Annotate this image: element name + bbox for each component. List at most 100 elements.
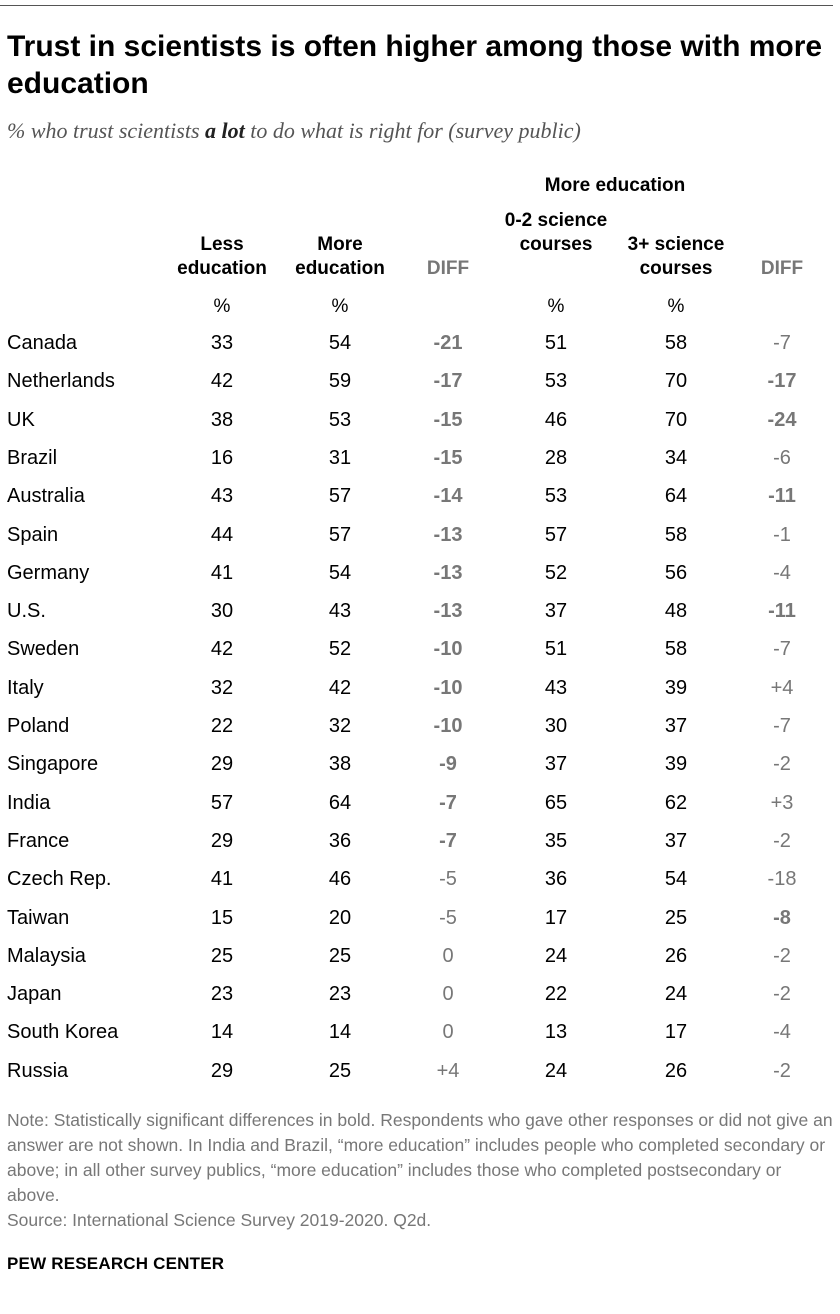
science-3plus-cell: 70: [664, 370, 688, 393]
table-row: South Korea 14 14 0 13 17 -4: [0, 1021, 840, 1059]
diff-cell: -14: [433, 485, 463, 508]
less-education-cell: 44: [210, 523, 234, 546]
science-0-2-cell: 28: [544, 446, 568, 469]
diff-cell: -7: [773, 332, 791, 354]
more-education-cell: 20: [328, 906, 352, 929]
diff-cell: -2: [773, 753, 791, 776]
table-row: India 57 64 -7 65 62 +3: [0, 792, 840, 830]
col-header-0-2-courses: 0-2 science courses: [504, 210, 608, 255]
more-education-cell: 46: [328, 868, 352, 891]
diff-cell: -21: [433, 332, 463, 354]
table-row: Brazil 16 31 -15 28 34 -6: [0, 447, 840, 485]
science-0-2-cell: 46: [544, 408, 568, 431]
science-3plus-cell: 37: [664, 715, 688, 737]
science-3plus-cell: 24: [664, 983, 688, 1006]
country-label: Taiwan: [7, 906, 70, 929]
science-0-2-cell: 53: [544, 485, 568, 508]
country-label: Singapore: [7, 753, 99, 776]
diff-cell: 0: [442, 1021, 454, 1044]
source: Source: International Science Survey 201…: [7, 1210, 432, 1230]
more-education-cell: 54: [328, 561, 352, 584]
top-rule: [0, 5, 833, 6]
science-3plus-cell: 39: [664, 753, 688, 776]
table-row: Singapore 29 38 -9 37 39 -2: [0, 753, 840, 791]
country-label: Germany: [7, 561, 90, 584]
more-education-cell: 36: [328, 829, 352, 852]
science-0-2-cell: 24: [544, 1059, 568, 1082]
science-3plus-cell: 58: [664, 638, 688, 661]
science-0-2-cell: 30: [544, 715, 568, 737]
diff-cell: +3: [770, 791, 794, 814]
diff-cell: -15: [433, 408, 463, 431]
table-row: Sweden 42 52 -10 51 58 -7: [0, 638, 840, 676]
country-label: U.S.: [7, 600, 46, 623]
science-0-2-cell: 22: [544, 983, 568, 1006]
science-0-2-cell: 53: [544, 370, 568, 393]
science-0-2-cell: 24: [544, 944, 568, 967]
country-label: Sweden: [7, 638, 80, 661]
science-0-2-cell: 36: [544, 868, 568, 891]
table-row: Poland 22 32 -10 30 37 -7: [0, 715, 840, 753]
less-education-cell: 29: [210, 753, 234, 776]
diff-cell: -2: [773, 944, 791, 967]
more-education-cell: 64: [328, 791, 352, 814]
less-education-cell: 57: [210, 791, 234, 814]
country-label: Italy: [7, 676, 44, 699]
more-education-cell: 25: [328, 1059, 352, 1082]
table-row: France 29 36 -7 35 37 -2: [0, 830, 840, 868]
diff-cell: -7: [773, 715, 791, 737]
chart-subtitle: % who trust scientists a lot to do what …: [7, 118, 581, 144]
science-0-2-cell: 57: [544, 523, 568, 546]
country-label: Netherlands: [7, 370, 115, 393]
more-education-cell: 43: [328, 600, 352, 623]
more-education-cell: 54: [328, 332, 352, 354]
diff-cell: -5: [439, 868, 457, 891]
country-label: India: [7, 791, 51, 814]
diff-cell: -17: [767, 370, 797, 393]
science-0-2-cell: 37: [544, 600, 568, 623]
science-0-2-cell: 51: [544, 638, 568, 661]
science-0-2-cell: 52: [544, 561, 568, 584]
science-3plus-cell: 39: [664, 676, 688, 699]
col-header-less: Less education: [177, 234, 267, 279]
less-education-cell: 30: [210, 600, 234, 623]
country-label: Poland: [7, 715, 70, 737]
science-3plus-cell: 26: [664, 944, 688, 967]
diff-cell: -24: [767, 408, 797, 431]
more-education-cell: 31: [328, 446, 352, 469]
diff-cell: -2: [773, 1059, 791, 1082]
table-row: Malaysia 25 25 0 24 26 -2: [0, 945, 840, 983]
table-row: UK 38 53 -15 46 70 -24: [0, 409, 840, 447]
table-row: Spain 44 57 -13 57 58 -1: [0, 524, 840, 562]
less-education-cell: 38: [210, 408, 234, 431]
less-education-cell: 42: [210, 370, 234, 393]
science-3plus-cell: 62: [664, 791, 688, 814]
diff-cell: -7: [439, 829, 457, 852]
science-3plus-cell: 56: [664, 561, 688, 584]
more-education-cell: 42: [328, 676, 352, 699]
subtitle-text-end: to do what is right for (survey public): [244, 118, 581, 143]
table-row: Japan 23 23 0 22 24 -2: [0, 983, 840, 1021]
science-3plus-cell: 58: [664, 332, 688, 354]
country-label: Japan: [7, 983, 62, 1006]
country-label: Australia: [7, 485, 85, 508]
col-header-more: More education: [295, 234, 385, 279]
subtitle-text: % who trust scientists: [7, 118, 206, 143]
science-0-2-cell: 17: [544, 906, 568, 929]
table-row: Canada 33 54 -21 51 58 -7: [0, 332, 840, 370]
less-education-cell: 33: [210, 332, 234, 354]
diff-cell: -4: [773, 561, 791, 584]
diff-cell: 0: [442, 944, 454, 967]
less-education-cell: 29: [210, 829, 234, 852]
country-label: UK: [7, 408, 35, 431]
science-3plus-cell: 48: [664, 600, 688, 623]
country-label: Russia: [7, 1059, 69, 1082]
unit-label: %: [331, 296, 349, 317]
less-education-cell: 14: [210, 1021, 234, 1044]
unit-label: %: [667, 296, 685, 317]
diff-cell: -1: [773, 523, 791, 546]
less-education-cell: 41: [210, 561, 234, 584]
less-education-cell: 16: [210, 446, 234, 469]
science-0-2-cell: 35: [544, 829, 568, 852]
more-education-cell: 57: [328, 485, 352, 508]
